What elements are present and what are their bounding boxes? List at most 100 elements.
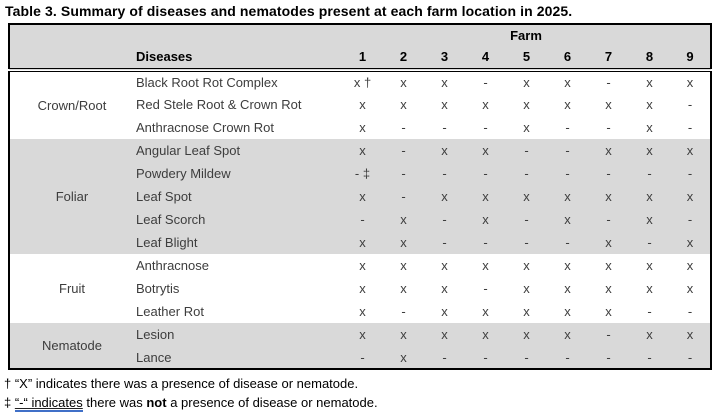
table-caption: Table 3. Summary of diseases and nematod… bbox=[5, 3, 573, 19]
farm-presence-value: x bbox=[400, 258, 407, 273]
farm-presence-value: x bbox=[523, 304, 530, 319]
farm-column-header: 2 bbox=[383, 45, 424, 72]
farm-presence-value: x bbox=[523, 281, 530, 296]
category-cell: Nematode bbox=[9, 323, 134, 369]
farm-presence-value: - bbox=[506, 208, 547, 231]
farm-presence-value: x bbox=[359, 258, 366, 273]
table-row: Lance - x - - - - - - - bbox=[9, 346, 712, 369]
table-header: Farm Diseases 1 2 3 4 5 6 7 8 9 bbox=[9, 24, 712, 72]
farm-presence-value: x bbox=[482, 97, 489, 112]
farm-presence-value: x bbox=[670, 139, 712, 162]
farm-presence-value: - bbox=[547, 139, 588, 162]
farm-presence-value: x bbox=[646, 281, 653, 296]
disease-name: Angular Leaf Spot bbox=[134, 139, 342, 162]
farm-presence-value: - bbox=[606, 120, 611, 135]
farm-presence-value: - bbox=[424, 208, 465, 231]
disease-name: Leaf Spot bbox=[134, 185, 342, 208]
farm-presence-value: x bbox=[588, 139, 629, 162]
table-row: Powdery Mildew - ‡ - - - - - - - - bbox=[9, 162, 712, 185]
footnotes: † “X” indicates there was a presence of … bbox=[4, 374, 716, 412]
farm-presence-value: x bbox=[646, 120, 653, 135]
farm-presence-value: x bbox=[424, 185, 465, 208]
farm-presence-value: - bbox=[383, 185, 424, 208]
farm-presence-value: x bbox=[564, 304, 571, 319]
farm-presence-value: x bbox=[564, 281, 571, 296]
farm-presence-value: x bbox=[523, 97, 530, 112]
farm-presence-value: x bbox=[564, 97, 571, 112]
farm-presence-value: - bbox=[588, 323, 629, 346]
farm-presence-value: x bbox=[629, 185, 670, 208]
farm-presence-value: x bbox=[342, 139, 383, 162]
farm-presence-value: - bbox=[465, 231, 506, 254]
double-dagger-symbol: ‡ bbox=[4, 395, 15, 410]
farm-presence-value: x bbox=[359, 281, 366, 296]
farm-presence-value: - bbox=[506, 139, 547, 162]
farm-column-header: 4 bbox=[465, 45, 506, 72]
farm-column-header: 5 bbox=[506, 45, 547, 72]
farm-header-row: Farm bbox=[9, 24, 712, 45]
farm-presence-value: - bbox=[687, 304, 693, 319]
farm-presence-value: x bbox=[400, 97, 407, 112]
farm-presence-value: x bbox=[646, 258, 653, 273]
farm-presence-value: x bbox=[588, 231, 629, 254]
farm-presence-value: x bbox=[564, 258, 571, 273]
farm-presence-value: x bbox=[342, 185, 383, 208]
farm-presence-value: - bbox=[547, 346, 588, 369]
farm-column-header: 6 bbox=[547, 45, 588, 72]
farm-presence-value: x bbox=[400, 281, 407, 296]
farm-presence-value: - bbox=[506, 231, 547, 254]
farm-presence-value: x bbox=[424, 139, 465, 162]
disease-name: Anthracnose bbox=[136, 258, 209, 273]
farm-presence-value: - bbox=[547, 162, 588, 185]
farm-presence-value: - bbox=[670, 208, 712, 231]
farm-presence-value: - bbox=[442, 120, 447, 135]
farm-presence-value: x bbox=[670, 323, 712, 346]
category-cell: Foliar bbox=[9, 139, 134, 254]
farm-presence-value: x bbox=[523, 75, 530, 90]
farm-presence-value: x bbox=[605, 304, 612, 319]
farm-presence-value: x bbox=[482, 304, 489, 319]
farm-presence-value: x bbox=[670, 185, 712, 208]
disease-name: Leaf Blight bbox=[134, 231, 342, 254]
farm-presence-value: x bbox=[441, 97, 448, 112]
farm-presence-value: x bbox=[383, 323, 424, 346]
farm-presence-value: x bbox=[383, 208, 424, 231]
farm-presence-value: x bbox=[359, 120, 366, 135]
farm-presence-value: - bbox=[342, 208, 383, 231]
farm-presence-value: - bbox=[687, 97, 693, 112]
footnote-dagger-text: “X” indicates there was a presence of di… bbox=[14, 376, 359, 391]
table-row: Crown/Root Black Root Rot Complex x † x x - x x… bbox=[9, 70, 711, 113]
table-row: Fruit Anthracnose x x x x x x x x x bbox=[9, 254, 711, 296]
table-body: Crown/Root Black Root Rot Complex x † x x - x x… bbox=[9, 70, 712, 369]
disease-name: Leaf Scorch bbox=[134, 208, 342, 231]
farm-number-row: Diseases 1 2 3 4 5 6 7 8 9 bbox=[9, 45, 712, 72]
farm-presence-value: x bbox=[359, 304, 366, 319]
farm-presence-value: x bbox=[605, 281, 612, 296]
farm-presence-value: x bbox=[629, 139, 670, 162]
category-cell: Crown/Root bbox=[37, 98, 107, 113]
farm-column-header: 1 bbox=[342, 45, 383, 72]
farm-presence-value: x bbox=[424, 323, 465, 346]
farm-presence-value: - bbox=[383, 162, 424, 185]
farm-presence-value: x bbox=[646, 75, 653, 90]
farm-presence-value: - bbox=[588, 208, 629, 231]
footnote-double-dagger: ‡ “-“ indicates there was not a presence… bbox=[4, 393, 716, 412]
farm-presence-value: x bbox=[547, 208, 588, 231]
footnote-bold-not: not bbox=[146, 395, 167, 410]
table-row: Leather Rot x - x x x x x - - bbox=[9, 300, 711, 323]
farm-presence-value: - bbox=[629, 346, 670, 369]
farm-presence-value: - bbox=[483, 120, 488, 135]
farm-presence-value: x bbox=[342, 323, 383, 346]
farm-presence-value: x bbox=[564, 75, 571, 90]
farm-presence-value: x bbox=[686, 75, 694, 90]
farm-presence-value: x bbox=[506, 185, 547, 208]
farm-presence-value: - bbox=[606, 75, 611, 90]
table-row: Foliar Angular Leaf Spot x - x x - - x x x bbox=[9, 139, 712, 254]
farm-presence-value: - bbox=[547, 231, 588, 254]
farm-presence-value: x bbox=[547, 323, 588, 346]
farm-presence-value: - bbox=[687, 120, 693, 135]
disease-name: Powdery Mildew bbox=[134, 162, 342, 185]
farm-presence-value: - bbox=[483, 75, 488, 90]
farm-column-header: 7 bbox=[588, 45, 629, 72]
footnote-double-dagger-post: a presence of disease or nematode. bbox=[166, 395, 378, 410]
